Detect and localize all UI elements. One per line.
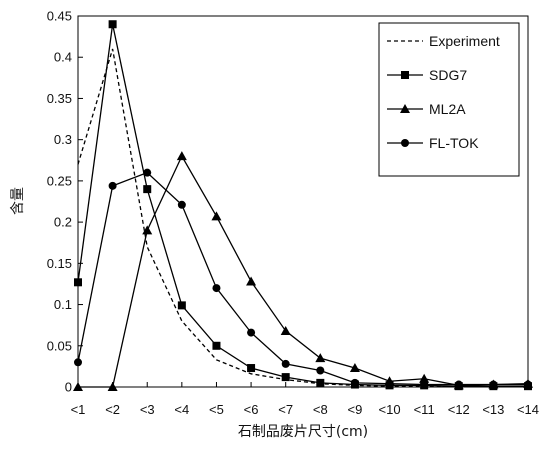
- legend-item-ml2a: ML2A: [387, 101, 466, 117]
- data-point-sdg7: [212, 341, 221, 350]
- y-axis-title: 含量: [10, 187, 26, 215]
- series-line-sdg7: [77, 24, 528, 387]
- y-tick-label: 0.3: [54, 132, 72, 147]
- y-tick-label: 0.4: [54, 50, 72, 65]
- data-point-fl-tok: [108, 181, 117, 190]
- series-line-fl-tok: [77, 171, 528, 386]
- y-tick-label: 0.25: [47, 173, 72, 188]
- legend-box: [378, 22, 520, 177]
- data-point-fl-tok: [281, 359, 290, 368]
- y-tick-label: 0.15: [47, 256, 72, 271]
- data-point-ml2a: [211, 211, 222, 221]
- data-point-ml2a: [349, 363, 360, 373]
- x-tick-label: <4: [174, 402, 189, 417]
- x-tick-label: <5: [209, 402, 224, 417]
- legend-item-sdg7: SDG7: [387, 67, 467, 83]
- legend-label: FL-TOK: [429, 135, 479, 151]
- data-point-sdg7: [177, 301, 186, 310]
- x-tick-label: <8: [313, 402, 328, 417]
- legend-marker: [401, 71, 409, 79]
- y-tick-label: 0.1: [54, 297, 72, 312]
- x-tick-label: <10: [379, 402, 401, 417]
- x-tick-label: <2: [105, 402, 120, 417]
- legend-marker: [400, 104, 410, 113]
- data-point-fl-tok: [74, 358, 82, 367]
- series-fl-tok: [74, 168, 532, 389]
- data-point-fl-tok: [143, 168, 152, 177]
- data-point-ml2a: [419, 373, 430, 383]
- y-tick-label: 0.05: [47, 338, 72, 353]
- data-point-sdg7: [281, 373, 290, 382]
- y-tick-label: 0: [65, 380, 72, 395]
- series-ml2a: [73, 151, 533, 391]
- y-tick-label: 0.2: [54, 215, 72, 230]
- legend-item-experiment: Experiment: [387, 33, 500, 49]
- data-point-ml2a: [246, 276, 257, 286]
- data-point-fl-tok: [316, 366, 325, 375]
- x-tick-label: <7: [278, 402, 293, 417]
- data-point-ml2a: [142, 225, 153, 235]
- data-point-sdg7: [108, 20, 117, 29]
- data-point-ml2a: [280, 325, 291, 335]
- data-point-sdg7: [143, 185, 152, 194]
- x-tick-label: <6: [244, 402, 259, 417]
- x-axis-title: 石制品废片尺寸(cm): [238, 424, 368, 440]
- legend-label: SDG7: [429, 67, 467, 83]
- legend-marker: [401, 139, 409, 147]
- x-tick-label: <9: [348, 402, 363, 417]
- x-tick-label: <14: [517, 402, 539, 417]
- y-tick-label: 0.35: [47, 91, 72, 106]
- data-point-ml2a: [315, 353, 326, 363]
- x-tick-label: <12: [448, 402, 470, 417]
- x-tick-label: <3: [140, 402, 155, 417]
- y-tick-label: 0.45: [47, 9, 72, 24]
- legend-label: ML2A: [429, 101, 466, 117]
- data-point-fl-tok: [212, 284, 221, 293]
- data-point-fl-tok: [177, 200, 186, 209]
- legend: Experiment SDG7 ML2A FL-TOK: [378, 22, 520, 177]
- x-tick-layer: <1 <2 <3 <4 <5 <6 <7 <8 <9 <10 <11 <12 <13 <14: [71, 382, 539, 417]
- legend-item-fl-tok: FL-TOK: [387, 135, 479, 151]
- data-point-sdg7: [247, 364, 256, 373]
- legend-label: Experiment: [429, 33, 500, 49]
- x-tick-label: <13: [482, 402, 504, 417]
- data-point-sdg7: [74, 278, 82, 287]
- data-point-fl-tok: [247, 328, 256, 337]
- x-tick-label: <11: [414, 402, 435, 417]
- x-tick-label: <1: [71, 402, 86, 417]
- plot-area-frame: [77, 15, 529, 388]
- data-point-ml2a: [176, 151, 187, 161]
